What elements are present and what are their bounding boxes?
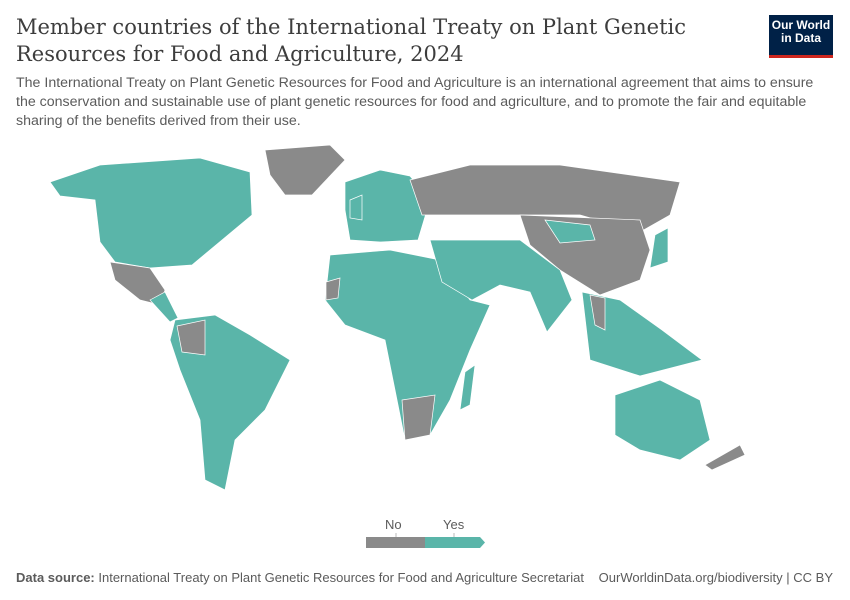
region-southeast-asia[interactable]	[581, 291, 703, 377]
region-madagascar[interactable]	[459, 364, 476, 411]
chart-title: Member countries of the International Tr…	[16, 15, 687, 66]
region-thailand[interactable]	[589, 294, 606, 331]
legend-swatch-yes	[425, 537, 485, 548]
world-map[interactable]	[0, 140, 790, 500]
region-north-america[interactable]	[49, 157, 253, 269]
region-central-america[interactable]	[149, 291, 179, 323]
source-label: Data source:	[16, 570, 95, 585]
region-east-asia[interactable]	[519, 214, 651, 296]
region-uk[interactable]	[349, 194, 363, 221]
region-southern-africa[interactable]	[401, 394, 436, 441]
region-new-zealand[interactable]	[704, 444, 746, 471]
chart-subtitle: The International Treaty on Plant Geneti…	[16, 75, 814, 129]
owid-logo[interactable]: Our World in Data	[769, 15, 833, 58]
source-link[interactable]: OurWorldinData.org/biodiversity | CC BY	[598, 570, 833, 585]
region-middle-east-south-asia[interactable]	[429, 239, 573, 333]
region-mongolia[interactable]	[544, 219, 596, 244]
region-japan[interactable]	[649, 227, 669, 269]
region-australia[interactable]	[614, 379, 711, 461]
legend: No Yes	[366, 517, 486, 549]
region-colombia[interactable]	[176, 319, 206, 356]
legend-label-no: No	[385, 517, 402, 532]
region-south-america[interactable]	[169, 314, 291, 491]
legend-label-yes: Yes	[443, 517, 465, 532]
data-source: Data source: International Treaty on Pla…	[16, 570, 584, 585]
region-western-sahara[interactable]	[325, 277, 341, 301]
source-text: International Treaty on Plant Genetic Re…	[98, 570, 584, 585]
legend-swatch-no	[366, 537, 425, 548]
region-greenland[interactable]	[264, 144, 346, 196]
region-europe[interactable]	[344, 169, 431, 243]
